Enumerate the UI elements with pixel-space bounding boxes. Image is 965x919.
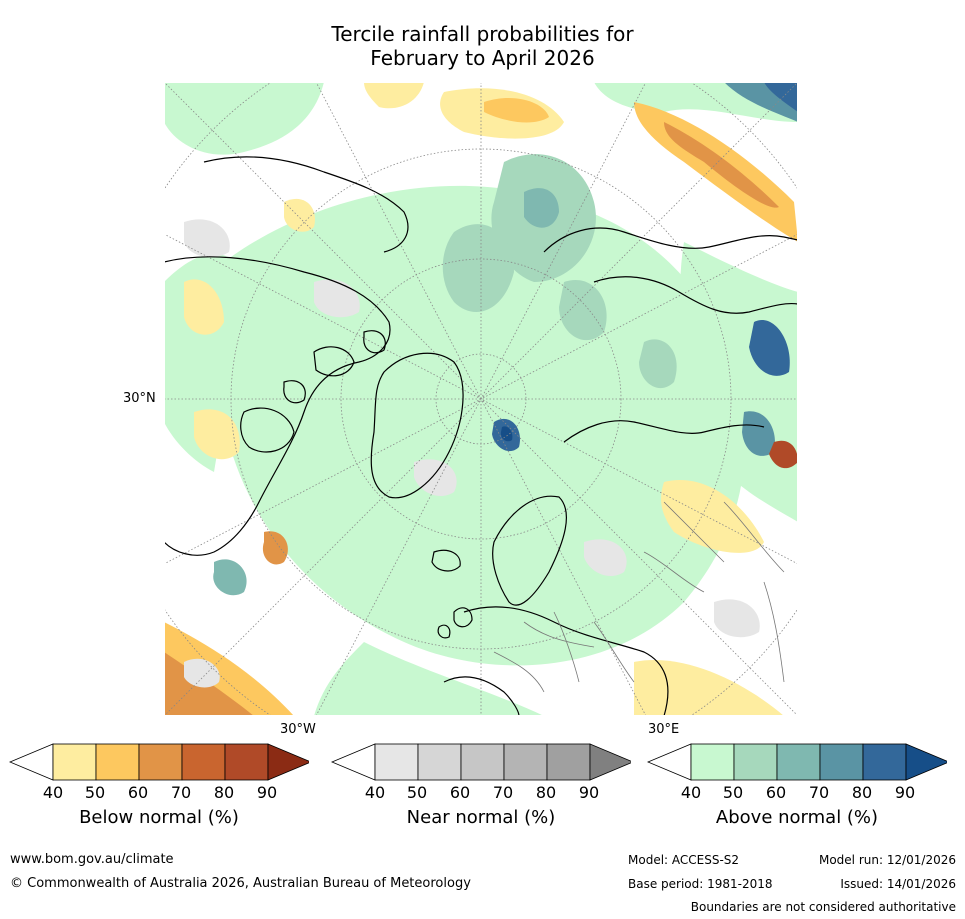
cb-tick: 70: [170, 783, 192, 802]
lat-label-30n: 30°N: [123, 391, 156, 406]
colorbar-segment: [138, 743, 183, 781]
cb-tick: 80: [213, 783, 235, 802]
colorbar-segment: [776, 743, 821, 781]
cb-tick: 70: [808, 783, 830, 802]
colorbar-label-above: Above normal (%): [715, 807, 879, 828]
colorbar-near-normal: 40 50 60 70 80 90 Near normal (%): [331, 743, 631, 843]
cb-tick: 80: [535, 783, 557, 802]
colorbar-segment: [181, 743, 226, 781]
colorbar-extend-high: [267, 743, 309, 781]
colorbar-segment: [862, 743, 907, 781]
coastlines: [164, 156, 798, 716]
cb-tick: 90: [256, 783, 278, 802]
below-normal-field: [164, 82, 798, 716]
iceland: [431, 549, 461, 572]
british-isles: [437, 607, 473, 639]
polar-stereographic-map: [164, 82, 798, 716]
cb-tick: 60: [765, 783, 787, 802]
map-title-line2: February to April 2026: [370, 46, 595, 70]
colorbar-segment: [733, 743, 778, 781]
europe-coast: [443, 606, 669, 716]
greenland-coast: [370, 352, 464, 499]
colorbar-label-near: Near normal (%): [406, 807, 556, 828]
colorbar-extend-high: [589, 743, 631, 781]
colorbar-segment: [417, 743, 462, 781]
cb-tick: 90: [894, 783, 916, 802]
lon-label-30w: 30°W: [280, 722, 316, 737]
footer-disclaimer: Boundaries are not considered authoritat…: [690, 900, 956, 914]
cb-tick: 80: [851, 783, 873, 802]
eurasia-north-coast: [543, 227, 798, 443]
colorbar-segment: [546, 743, 591, 781]
footer-model: Model: ACCESS-S2: [628, 853, 740, 867]
colorbar-label-below: Below normal (%): [79, 807, 239, 828]
colorbar-segment: [690, 743, 735, 781]
colorbar-extend-low: [9, 743, 54, 781]
cb-tick: 50: [406, 783, 428, 802]
colorbar-above-normal: 40 50 60 70 80 90 Above normal (%): [647, 743, 947, 843]
cb-tick: 50: [722, 783, 744, 802]
cb-tick: 40: [680, 783, 702, 802]
cb-tick: 60: [127, 783, 149, 802]
footer-copyright: © Commonwealth of Australia 2026, Austra…: [10, 876, 471, 891]
lon-label-30e: 30°E: [648, 722, 680, 737]
colorbar-segment: [95, 743, 140, 781]
colorbar-segment: [503, 743, 548, 781]
near-normal-field: [184, 219, 760, 688]
colorbar-segment: [374, 743, 419, 781]
north-america-coast: [164, 256, 391, 556]
colorbar-segment: [52, 743, 97, 781]
colorbar-below-normal: 40 50 60 70 80 90 Below normal (%): [9, 743, 309, 843]
cb-tick: 70: [492, 783, 514, 802]
footer-model-run: Model run: 12/01/2026: [818, 853, 956, 867]
canadian-archipelago: [283, 330, 386, 404]
colorbar-extend-low: [647, 743, 692, 781]
cb-tick: 40: [364, 783, 386, 802]
colorbar-segment: [819, 743, 864, 781]
footer-base-period: Base period: 1981-2018: [628, 877, 773, 891]
alaska-coast: [203, 156, 409, 253]
cb-tick: 90: [578, 783, 600, 802]
colorbar-extend-low: [331, 743, 376, 781]
country-borders: [493, 501, 785, 693]
cb-tick: 50: [84, 783, 106, 802]
colorbar-extend-high: [905, 743, 947, 781]
map-title-line1: Tercile rainfall probabilities for: [331, 22, 634, 46]
graticule: [164, 82, 798, 716]
siberia-coast: [593, 276, 798, 314]
scandinavia-coast: [492, 495, 567, 606]
footer-issued: Issued: 14/01/2026: [840, 877, 956, 891]
footer-url[interactable]: www.bom.gov.au/climate: [10, 852, 174, 867]
above-normal-strong: [213, 82, 798, 596]
colorbar-segment: [460, 743, 505, 781]
colorbar-segment: [224, 743, 269, 781]
hudson-bay: [240, 407, 295, 453]
cb-tick: 40: [42, 783, 64, 802]
cb-tick: 60: [449, 783, 471, 802]
